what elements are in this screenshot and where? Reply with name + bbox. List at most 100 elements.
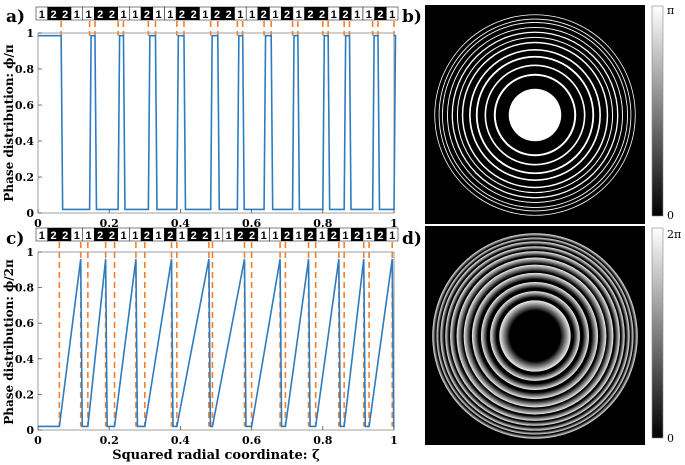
- code-cell-label: 2: [377, 9, 383, 21]
- b-colorbar: [651, 5, 664, 217]
- code-cell-label: 1: [389, 230, 395, 242]
- a-ylabel: Phase distribution: ϕ/π: [2, 44, 16, 201]
- ring-gap: [509, 310, 561, 362]
- code-cell: [386, 227, 399, 242]
- c-x-ticks: 0 0.2 0.4 0.6 0.8 1: [34, 426, 398, 447]
- y-tick-label: 0.8: [15, 63, 34, 76]
- d-colorbar: [651, 227, 664, 439]
- code-cell-label: 1: [167, 9, 173, 21]
- x-tick-label: 0.4: [171, 217, 190, 230]
- y-tick-label: 0.6: [15, 99, 34, 112]
- c-dashed-markers: [58, 242, 394, 427]
- panel-label-c: c): [6, 229, 24, 249]
- x-tick-label: 0.8: [313, 217, 332, 230]
- y-tick-label: 1: [26, 246, 34, 259]
- c-y-ticks: 0 0.2 0.4 0.6 0.8 1: [15, 246, 42, 437]
- c-ylabel: Phase distribution: ϕ/2π: [2, 259, 16, 425]
- b-colorbar-top: π: [667, 4, 674, 17]
- x-tick-label: 0: [34, 434, 42, 447]
- b-ring-pattern: [432, 12, 638, 218]
- code-cell-label: 1: [249, 9, 255, 21]
- code-cell-label: 1: [156, 9, 162, 21]
- code-cell-label: 2: [331, 230, 337, 242]
- a-phase-line: [38, 34, 397, 211]
- code-cell-label: 2: [62, 9, 68, 21]
- code-cell-label: 1: [237, 9, 243, 21]
- y-tick-label: 0.4: [15, 353, 34, 366]
- code-cell-label: 1: [121, 9, 127, 21]
- code-cell-label: 2: [191, 9, 197, 21]
- code-cell-label: 2: [307, 9, 313, 21]
- code-cell-label: 1: [132, 230, 138, 242]
- panel-label-b: b): [402, 7, 422, 27]
- code-cell-label: 2: [62, 230, 68, 242]
- x-tick-label: 0.6: [242, 434, 261, 447]
- code-cell-label: 2: [167, 230, 173, 242]
- code-cell-label: 2: [354, 230, 360, 242]
- d-ring-pattern: [432, 233, 638, 439]
- x-tick-label: 0.2: [100, 434, 119, 447]
- panel-label-d: d): [402, 229, 422, 249]
- code-cell-label: 1: [85, 230, 91, 242]
- code-cell-label: 1: [261, 230, 267, 242]
- ring-zone: [508, 88, 562, 142]
- a-x-ticks: 0 0.2 0.4 0.6 0.8 1: [34, 209, 398, 230]
- code-cell-label: 2: [50, 230, 56, 242]
- panel-label-a: a): [6, 7, 25, 27]
- a-y-ticks: 0 0.2 0.4 0.6 0.8 1: [15, 27, 42, 220]
- code-cell-label: 2: [97, 230, 103, 242]
- y-tick-label: 1: [26, 27, 34, 40]
- code-cell-label: 1: [74, 230, 80, 242]
- code-cell: [386, 6, 399, 21]
- code-cell-label: 2: [109, 230, 115, 242]
- x-tick-label: 1: [390, 217, 398, 230]
- a-dashed-markers: [60, 21, 395, 36]
- code-cell-label: 1: [272, 230, 278, 242]
- code-cell-label: 2: [237, 230, 243, 242]
- code-cell-label: 2: [202, 230, 208, 242]
- code-cell-label: 1: [39, 9, 45, 21]
- code-cell-label: 2: [226, 9, 232, 21]
- code-cell-label: 1: [342, 230, 348, 242]
- code-cell-label: 1: [354, 9, 360, 21]
- code-cell-label: 2: [284, 230, 290, 242]
- code-cell-label: 1: [121, 230, 127, 242]
- code-cell-label: 2: [109, 9, 115, 21]
- code-cell-label: 1: [366, 230, 372, 242]
- code-cell-label: 1: [296, 9, 302, 21]
- x-tick-label: 0.4: [171, 434, 190, 447]
- code-cell-label: 1: [202, 9, 208, 21]
- y-tick-label: 0.2: [15, 388, 34, 401]
- code-cell-label: 2: [342, 9, 348, 21]
- y-tick-label: 0.4: [15, 135, 34, 148]
- code-cell-label: 1: [39, 230, 45, 242]
- y-tick-label: 0: [26, 207, 34, 220]
- code-cell-label: 2: [144, 9, 150, 21]
- code-cell-label: 2: [97, 9, 103, 21]
- code-cell-label: 1: [214, 230, 220, 242]
- code-cell-label: 2: [249, 230, 255, 242]
- code-cell-label: 1: [156, 230, 162, 242]
- code-cell-label: 1: [132, 9, 138, 21]
- code-cell-label: 1: [272, 9, 278, 21]
- y-tick-label: 0.8: [15, 282, 34, 295]
- code-cell-label: 2: [261, 9, 267, 21]
- panel-b-binary-rings: b) π 0: [402, 4, 674, 224]
- code-cell-label: 2: [377, 230, 383, 242]
- x-tick-label: 0: [34, 217, 42, 230]
- code-cell-label: 1: [74, 9, 80, 21]
- code-cell-label: 1: [366, 9, 372, 21]
- c-phase-line: [38, 258, 395, 428]
- y-tick-label: 0.6: [15, 317, 34, 330]
- panel-d-blazed-rings: d) 2π 0: [402, 226, 681, 445]
- code-cell-label: 2: [307, 230, 313, 242]
- d-colorbar-bottom: 0: [667, 432, 674, 445]
- code-cell-label: 2: [214, 9, 220, 21]
- code-cell-label: 1: [179, 230, 185, 242]
- code-cell-label: 1: [331, 9, 337, 21]
- x-tick-label: 0.2: [100, 217, 119, 230]
